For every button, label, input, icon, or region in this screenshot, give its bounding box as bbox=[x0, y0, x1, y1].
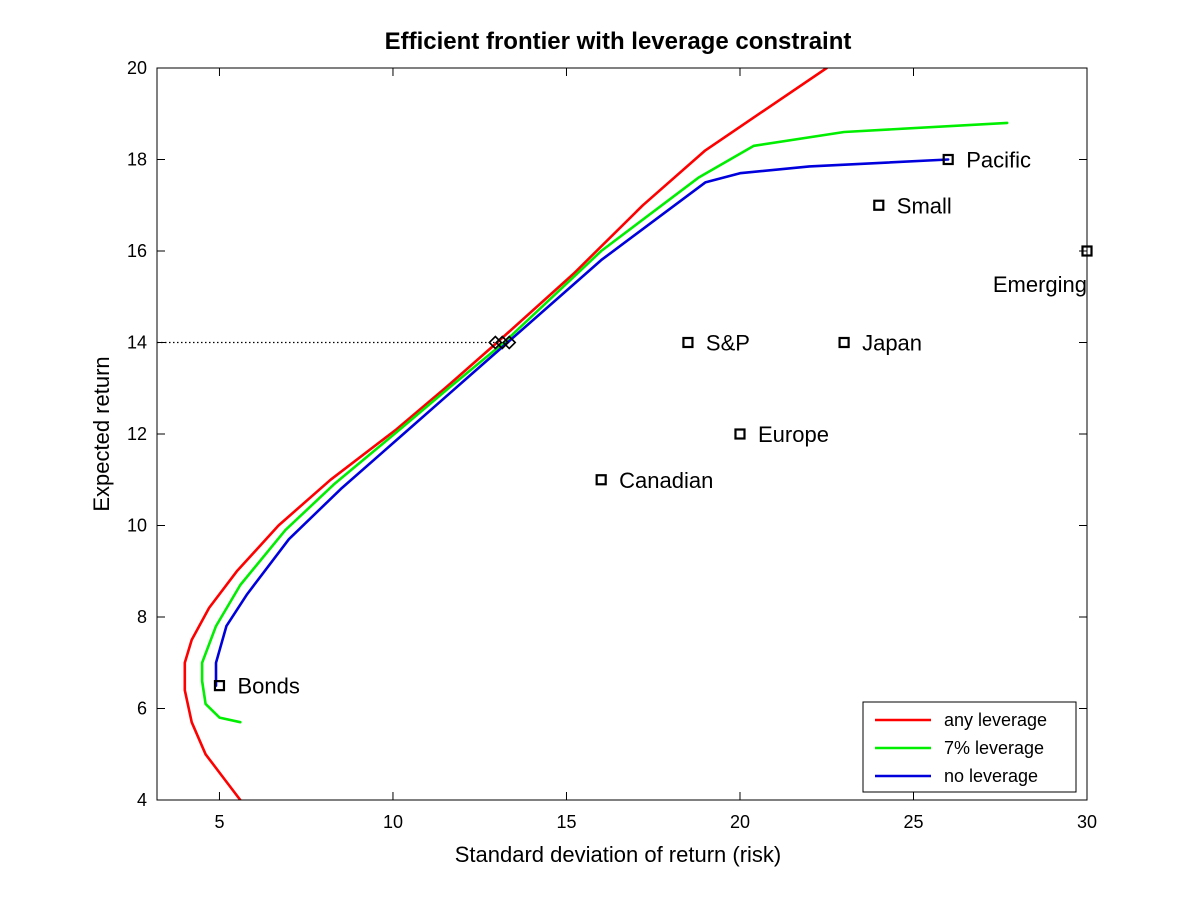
asset-label-europe: Europe bbox=[758, 422, 829, 447]
legend: any leverage 7% leverage no leverage bbox=[862, 701, 1077, 793]
y-tick-label-10: 10 bbox=[127, 516, 147, 536]
asset-label-bonds: Bonds bbox=[237, 674, 299, 699]
series-line-any-leverage bbox=[183, 68, 828, 800]
asset-marker-bonds bbox=[213, 680, 226, 692]
x-tick-label-25: 25 bbox=[903, 812, 923, 832]
asset-marker-japan bbox=[838, 336, 850, 349]
x-tick-label-15: 15 bbox=[556, 812, 576, 832]
legend-label-7-leverage: 7% leverage bbox=[944, 738, 1044, 758]
x-axis-label: Standard deviation of return (risk) bbox=[455, 842, 782, 867]
asset-label-s-p: S&P bbox=[706, 331, 750, 356]
asset-marker-small bbox=[873, 199, 885, 211]
y-tick-label-20: 20 bbox=[127, 58, 147, 78]
legend-label-any-leverage: any leverage bbox=[944, 710, 1047, 730]
y-tick-label-6: 6 bbox=[137, 699, 147, 719]
asset-marker-canadian bbox=[595, 474, 607, 486]
target-marker-3 bbox=[502, 335, 517, 350]
asset-marker-pacific bbox=[942, 153, 954, 166]
x-tick-label-20: 20 bbox=[730, 812, 750, 832]
y-tick-label-18: 18 bbox=[127, 150, 147, 170]
series-line-no-leverage bbox=[214, 158, 950, 687]
y-tick-label-16: 16 bbox=[127, 241, 147, 261]
asset-label-canadian: Canadian bbox=[619, 468, 713, 493]
x-tick-label-30: 30 bbox=[1077, 812, 1097, 832]
asset-marker-s-p bbox=[682, 336, 694, 349]
y-tick-label-4: 4 bbox=[137, 790, 147, 810]
y-tick-label-14: 14 bbox=[127, 333, 147, 353]
y-tick-label-8: 8 bbox=[137, 607, 147, 627]
legend-label-no-leverage: no leverage bbox=[944, 766, 1038, 786]
x-tick-label-10: 10 bbox=[383, 812, 403, 832]
asset-marker-europe bbox=[734, 428, 746, 440]
y-axis-label: Expected return bbox=[89, 356, 114, 511]
plot-inner bbox=[157, 68, 1009, 800]
chart-title: Efficient frontier with leverage constra… bbox=[385, 28, 852, 55]
series-line-7-leverage bbox=[200, 121, 1009, 724]
x-tick-label-5: 5 bbox=[214, 812, 224, 832]
asset-label-japan: Japan bbox=[862, 331, 922, 356]
y-tick-label-12: 12 bbox=[127, 424, 147, 444]
asset-label-emerging: Emerging bbox=[993, 272, 1087, 297]
plot-area: Bonds Canadian Europe S&P Japan Small Pacific E… bbox=[157, 68, 1093, 800]
axes: 5 10 15 20 25 30 4 6 8 10 12 14 16 18 20 bbox=[127, 58, 1097, 832]
asset-label-small: Small bbox=[897, 193, 952, 218]
asset-label-pacific: Pacific bbox=[966, 148, 1031, 173]
